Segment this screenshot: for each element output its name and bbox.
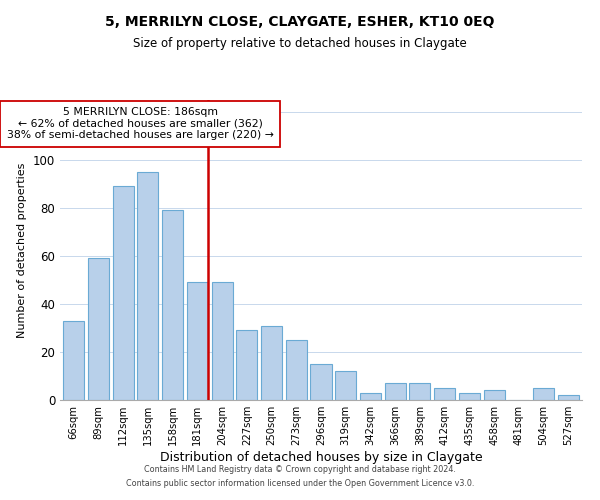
Bar bbox=[533, 388, 554, 400]
Bar bbox=[335, 371, 356, 400]
Bar bbox=[187, 282, 208, 400]
Bar bbox=[113, 186, 134, 400]
Bar bbox=[236, 330, 257, 400]
Text: Size of property relative to detached houses in Claygate: Size of property relative to detached ho… bbox=[133, 38, 467, 51]
Bar bbox=[459, 393, 480, 400]
Bar bbox=[63, 321, 84, 400]
Bar bbox=[261, 326, 282, 400]
Bar bbox=[212, 282, 233, 400]
Bar bbox=[162, 210, 183, 400]
Bar bbox=[88, 258, 109, 400]
Bar bbox=[137, 172, 158, 400]
Bar bbox=[434, 388, 455, 400]
Bar bbox=[385, 383, 406, 400]
Bar bbox=[310, 364, 332, 400]
Bar bbox=[286, 340, 307, 400]
Bar bbox=[409, 383, 430, 400]
Y-axis label: Number of detached properties: Number of detached properties bbox=[17, 162, 27, 338]
Text: 5 MERRILYN CLOSE: 186sqm
← 62% of detached houses are smaller (362)
38% of semi-: 5 MERRILYN CLOSE: 186sqm ← 62% of detach… bbox=[7, 107, 274, 140]
Text: Contains HM Land Registry data © Crown copyright and database right 2024.
Contai: Contains HM Land Registry data © Crown c… bbox=[126, 466, 474, 487]
Bar bbox=[360, 393, 381, 400]
Text: Distribution of detached houses by size in Claygate: Distribution of detached houses by size … bbox=[160, 451, 482, 464]
Bar bbox=[484, 390, 505, 400]
Bar bbox=[558, 395, 579, 400]
Text: 5, MERRILYN CLOSE, CLAYGATE, ESHER, KT10 0EQ: 5, MERRILYN CLOSE, CLAYGATE, ESHER, KT10… bbox=[105, 15, 495, 29]
